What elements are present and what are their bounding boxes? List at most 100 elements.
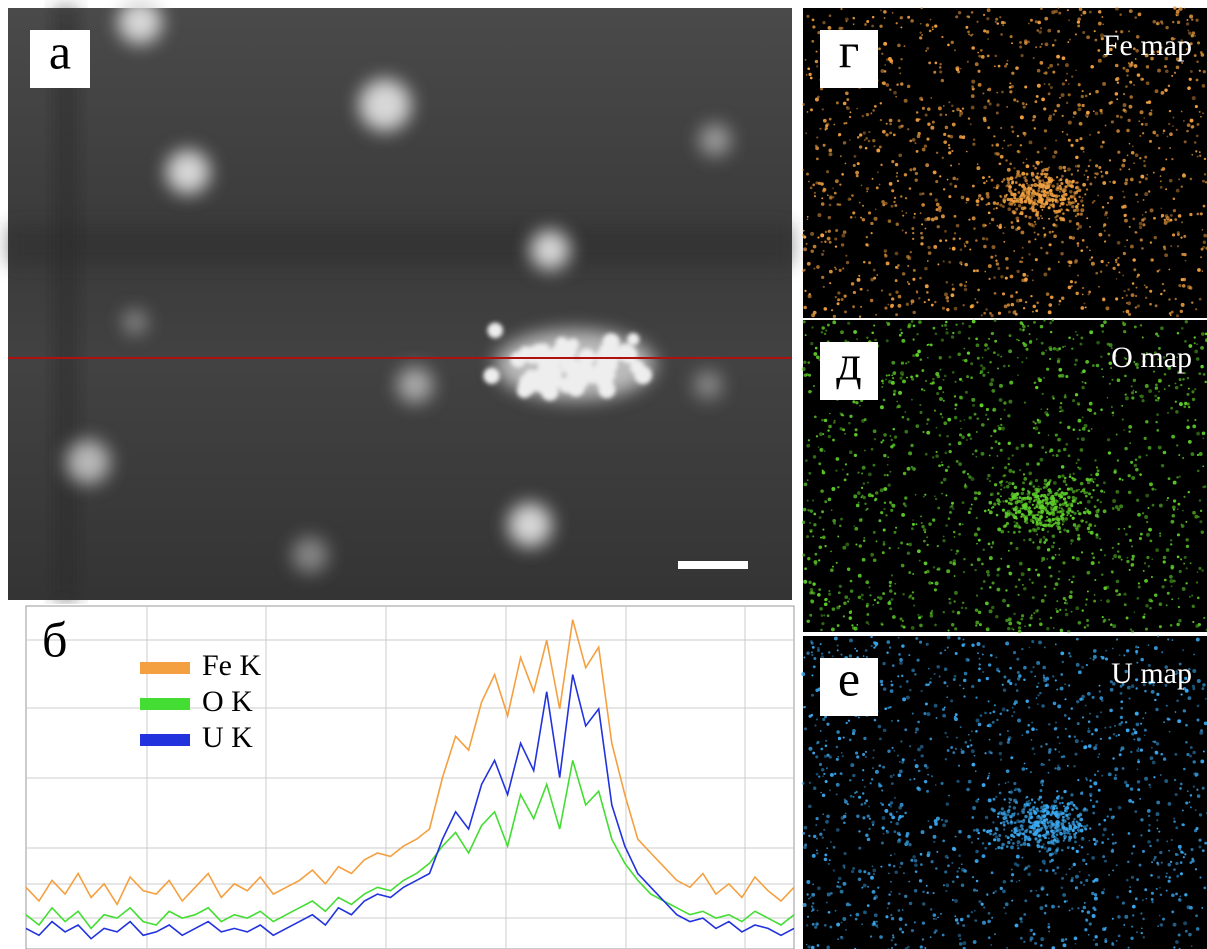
map-dot <box>1119 13 1122 16</box>
map-dot <box>837 298 840 301</box>
map-dot <box>912 573 914 575</box>
map-dot <box>863 884 867 888</box>
map-dot <box>802 521 805 524</box>
map-dot <box>921 522 923 524</box>
map-dot <box>851 282 854 285</box>
map-dot <box>816 265 820 269</box>
map-dot <box>954 915 956 917</box>
map-dot <box>942 260 944 262</box>
map-dot <box>926 431 930 435</box>
map-dot <box>974 298 976 300</box>
map-dot <box>937 545 939 547</box>
map-dot <box>936 427 938 429</box>
map-dot <box>1015 228 1018 231</box>
map-dot <box>968 734 970 736</box>
map-dot <box>1032 191 1036 195</box>
map-dot <box>1016 658 1019 661</box>
map-dot <box>813 513 816 516</box>
map-dot <box>1058 578 1060 580</box>
map-dot <box>1080 306 1084 310</box>
map-dot <box>900 740 902 742</box>
map-dot <box>924 267 928 271</box>
map-dot <box>962 359 964 361</box>
map-dot <box>859 316 861 318</box>
map-dot <box>994 890 997 893</box>
map-dot <box>863 737 866 740</box>
map-dot <box>900 195 903 198</box>
map-dot <box>1136 768 1138 770</box>
map-dot <box>933 327 936 330</box>
map-dot <box>1089 258 1092 261</box>
map-dot <box>1011 482 1014 485</box>
map-dot <box>949 183 952 186</box>
map-dot <box>967 433 970 436</box>
map-dot <box>883 687 886 690</box>
map-dot <box>873 324 875 326</box>
map-dot <box>1044 912 1047 915</box>
map-dot <box>1067 183 1070 186</box>
map-dot <box>844 433 846 435</box>
map-dot <box>1048 751 1051 754</box>
map-dot <box>1181 327 1184 330</box>
map-dot <box>841 752 843 754</box>
map-dot <box>889 293 892 296</box>
particle <box>556 337 568 349</box>
map-dot <box>994 483 997 486</box>
map-dot <box>1111 406 1113 408</box>
map-dot <box>890 775 893 778</box>
map-dot <box>1076 181 1078 183</box>
map-dot <box>813 665 816 668</box>
map-dot <box>1056 600 1058 602</box>
map-dot <box>880 866 882 868</box>
map-dot <box>1046 516 1048 518</box>
map-dot <box>1119 478 1122 481</box>
map-dot <box>1060 252 1063 255</box>
map-dot <box>1112 267 1115 270</box>
map-dot <box>858 275 860 277</box>
map-dot <box>883 42 887 46</box>
map-dot <box>1055 554 1057 556</box>
map-dot <box>1120 692 1123 695</box>
map-dot <box>1178 606 1180 608</box>
map-dot <box>977 558 981 562</box>
map-dot <box>982 653 984 655</box>
map-dot <box>1072 496 1075 499</box>
map-dot <box>1151 898 1154 901</box>
map-dot <box>990 314 993 317</box>
map-dot <box>844 478 847 481</box>
map-dot <box>1097 49 1100 52</box>
map-dot <box>1029 333 1031 335</box>
map-dot <box>1089 922 1092 925</box>
map-dot <box>829 756 832 759</box>
map-dot <box>1161 585 1164 588</box>
map-dot <box>1014 486 1017 489</box>
map-dot <box>1049 321 1052 324</box>
map-dot <box>853 494 857 498</box>
map-dot <box>1005 782 1007 784</box>
map-dot <box>920 515 922 517</box>
map-dot <box>1113 554 1117 558</box>
map-dot <box>944 452 947 455</box>
map-dot <box>834 237 837 240</box>
map-dot <box>1000 275 1003 278</box>
map-dot <box>851 870 854 873</box>
map-dot <box>810 108 813 111</box>
map-dot <box>933 892 935 894</box>
map-dot <box>1122 191 1124 193</box>
map-dot <box>1129 143 1131 145</box>
map-dot <box>1136 931 1138 933</box>
map-dot <box>1023 307 1025 309</box>
map-dot <box>1044 147 1047 150</box>
map-dot <box>1002 292 1005 295</box>
map-dot <box>1192 685 1195 688</box>
map-dot <box>884 707 887 710</box>
map-dot <box>1059 503 1062 506</box>
map-dot <box>1005 500 1008 503</box>
map-dot <box>915 731 917 733</box>
map-dot <box>1173 209 1176 212</box>
map-dot <box>1088 165 1090 167</box>
map-dot <box>902 758 905 761</box>
map-dot <box>1204 485 1207 488</box>
map-dot <box>1045 201 1048 204</box>
map-dot <box>1059 211 1061 213</box>
